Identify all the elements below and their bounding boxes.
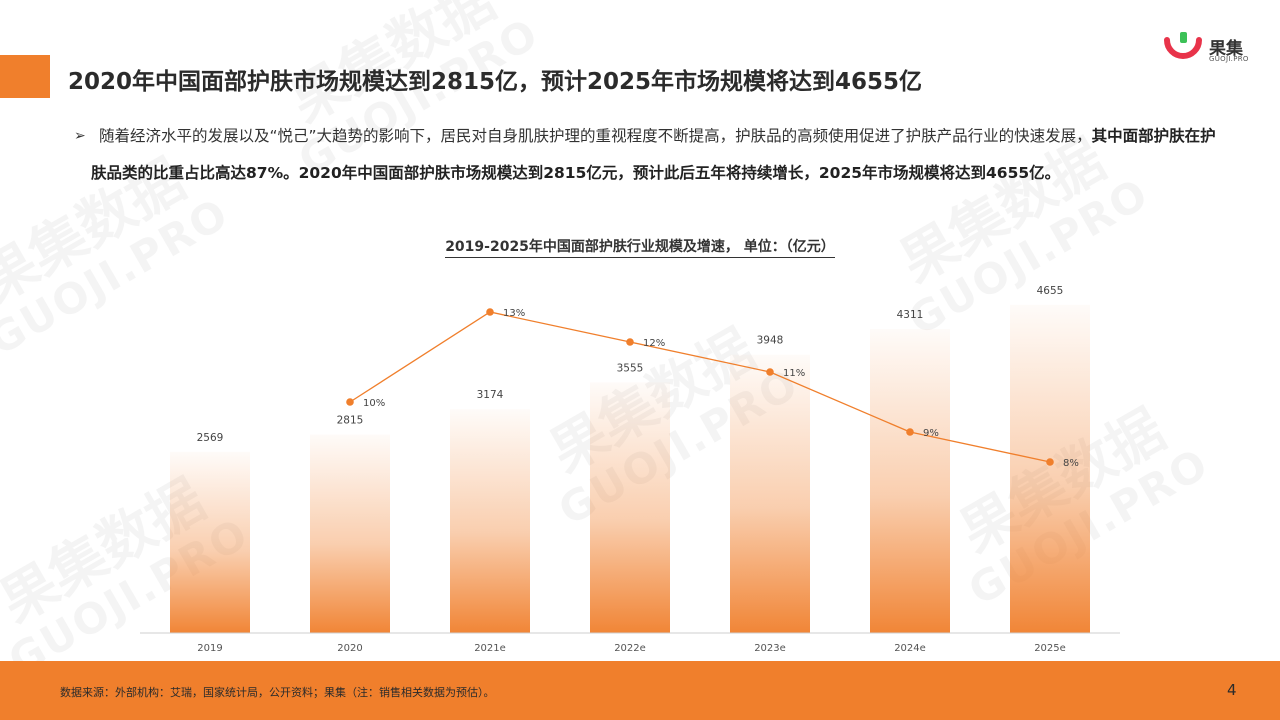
bar (730, 354, 810, 633)
bar (450, 409, 530, 633)
x-tick-label: 2021e (474, 643, 506, 654)
bullet-arrow-icon: ➢ (74, 128, 86, 144)
bar-value-label: 4311 (897, 309, 924, 321)
chart: 2569 2815 3174 3555 3948 4311 4655 2019 2020 202… (140, 285, 1120, 654)
bar (870, 329, 950, 633)
growth-point (766, 368, 774, 376)
page-number: 4 (1227, 681, 1237, 699)
growth-point (626, 338, 634, 346)
bar-value-label: 2815 (337, 415, 364, 427)
growth-point (1046, 458, 1054, 466)
bar-value-label: 3555 (617, 362, 644, 374)
chart-title: 2019-2025年中国面部护肤行业规模及增速， 单位：（亿元） (0, 236, 1280, 258)
page-title: 2020年中国面部护肤市场规模达到2815亿，预计2025年市场规模将达到465… (68, 69, 923, 95)
logo-domain: GUOJI.PRO (1209, 55, 1249, 63)
logo-icon (1164, 32, 1202, 59)
bar-value-label: 4655 (1037, 285, 1064, 297)
growth-point (486, 308, 494, 316)
x-tick-label: 2019 (197, 643, 222, 654)
bar (170, 451, 250, 633)
body-paragraph: ➢ 随着经济水平的发展以及“悦己”大趋势的影响下，居民对自身肌肤护理的重视程度不… (74, 118, 1224, 192)
growth-label: 10% (363, 398, 385, 409)
data-source-note: 数据来源：外部机构：艾瑞，国家统计局，公开资料；果集（注：销售相关数据为预估）。 (60, 686, 495, 699)
logo: 果集 GUOJI.PRO (1163, 32, 1263, 68)
growth-label: 9% (923, 428, 939, 439)
bar (310, 434, 390, 633)
growth-label: 8% (1063, 458, 1079, 469)
title-accent-bar (0, 55, 50, 98)
paragraph-part2: 其中面部护肤在护肤品类的比重占比高达87%。2020年中国面部护肤市场规模达到2… (91, 127, 1216, 182)
bar (590, 382, 670, 633)
bar-value-label: 2569 (197, 432, 224, 444)
x-tick-label: 2020 (337, 643, 362, 654)
footer-bar: 数据来源：外部机构：艾瑞，国家统计局，公开资料；果集（注：销售相关数据为预估）。… (0, 661, 1280, 720)
x-tick-label: 2023e (754, 643, 786, 654)
growth-line (349, 311, 1051, 463)
paragraph-part1: 随着经济水平的发展以及“悦己”大趋势的影响下，居民对自身肌肤护理的重视程度不断提… (99, 127, 1092, 145)
growth-point (346, 398, 354, 406)
growth-label: 12% (643, 338, 665, 349)
growth-point (906, 428, 914, 436)
bar-value-label: 3948 (757, 335, 784, 347)
x-tick-label: 2024e (894, 643, 926, 654)
bar-value-label: 3174 (477, 389, 504, 401)
logo-name: 果集 (1209, 39, 1243, 59)
growth-label: 11% (783, 368, 805, 379)
paragraph-text: 随着经济水平的发展以及“悦己”大趋势的影响下，居民对自身肌肤护理的重视程度不断提… (74, 118, 1224, 192)
x-tick-label: 2025e (1034, 643, 1066, 654)
growth-label: 13% (503, 308, 525, 319)
bar (1010, 304, 1090, 633)
x-tick-label: 2022e (614, 643, 646, 654)
